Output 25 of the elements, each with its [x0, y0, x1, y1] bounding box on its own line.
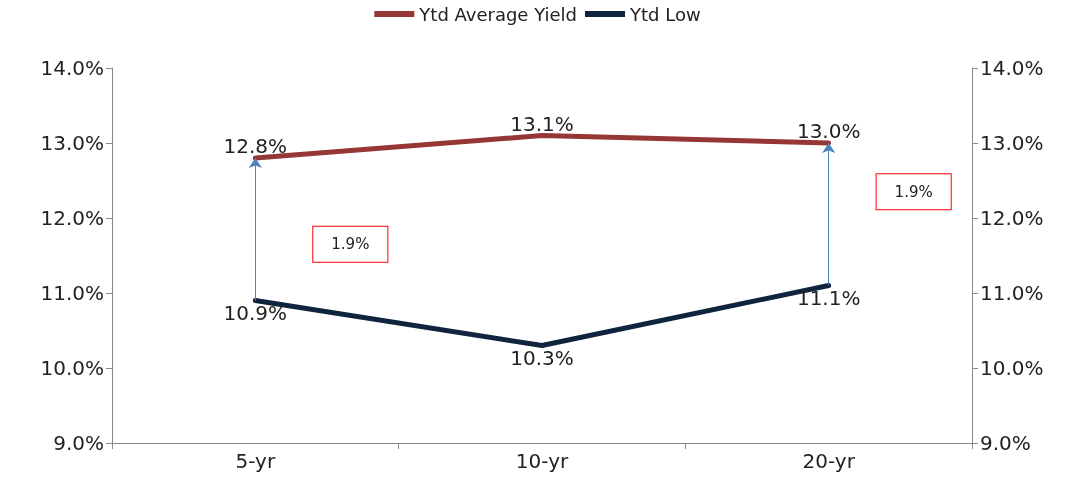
y-tick-label: 13.0%	[40, 131, 104, 155]
data-label: 11.1%	[796, 285, 861, 310]
y-tick-label: 12.0%	[40, 206, 104, 230]
data-label: 13.1%	[510, 111, 574, 136]
annotation: 1.9%	[894, 182, 933, 201]
y2-tick-label: 9.0%	[980, 431, 1031, 455]
data-label: 13.0%	[796, 119, 861, 143]
y2-tick-label: 14.0%	[980, 56, 1044, 80]
y2-tick-label: 12.0%	[980, 206, 1044, 230]
y-tick-label: 11.0%	[40, 281, 104, 305]
data-label: 10.9%	[223, 300, 288, 325]
data-label: 12.8%	[223, 134, 288, 158]
legend-label: Ytd Average Yield	[418, 3, 578, 25]
y-tick-label: 14.0%	[40, 56, 104, 80]
y2-tick-label: 13.0%	[980, 131, 1044, 155]
y-tick-label: 9.0%	[53, 431, 104, 455]
x-tick-label: 20-yr	[802, 449, 856, 473]
y2-tick-label: 11.0%	[980, 281, 1044, 305]
x-tick-label: 5-yr	[235, 449, 276, 473]
legend-label: Ytd Low	[629, 3, 701, 25]
annotation: 1.9%	[331, 235, 370, 254]
y2-tick-label: 10.0%	[980, 356, 1044, 380]
y-tick-label: 10.0%	[40, 356, 104, 380]
data-label: 10.3%	[510, 345, 574, 370]
x-tick-label: 10-yr	[515, 449, 569, 473]
